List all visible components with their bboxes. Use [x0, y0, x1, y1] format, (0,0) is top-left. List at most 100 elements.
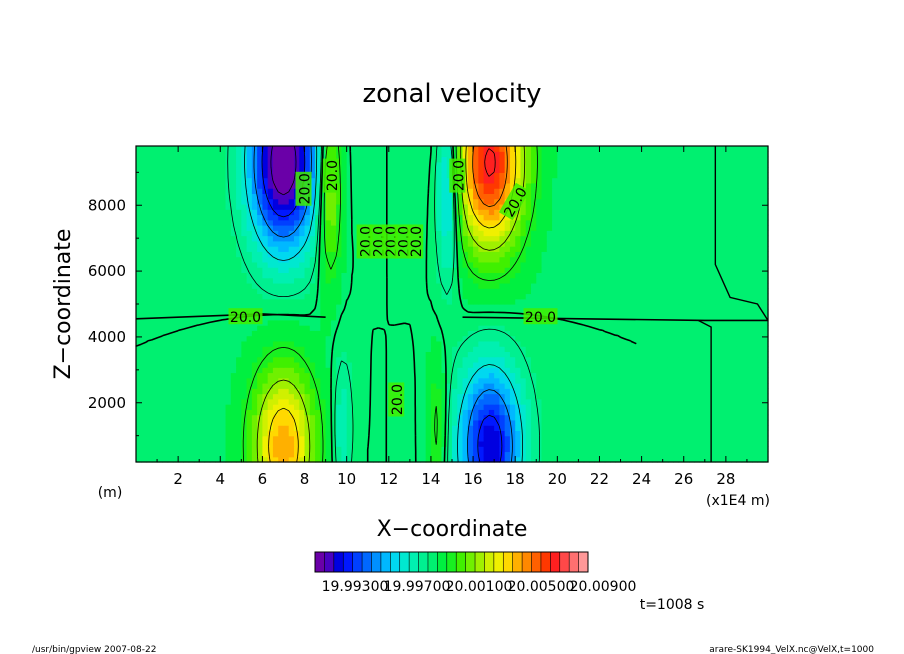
- field-cell: [604, 256, 611, 263]
- field-cell: [473, 246, 479, 252]
- field-cell: [325, 319, 332, 326]
- field-cell: [430, 356, 437, 363]
- field-cell: [193, 335, 200, 342]
- field-cell: [615, 330, 622, 337]
- field-cell: [141, 414, 148, 421]
- field-cell: [562, 340, 569, 347]
- field-cell: [562, 361, 569, 368]
- field-cell: [599, 388, 606, 395]
- field-cell: [488, 304, 495, 310]
- field-cell: [631, 335, 637, 342]
- field-cell: [694, 261, 701, 268]
- field-cell: [720, 446, 727, 453]
- field-cell: [141, 356, 148, 363]
- field-cell: [520, 372, 527, 379]
- field-cell: [151, 288, 158, 295]
- field-cell: [504, 435, 511, 442]
- field-cell: [278, 282, 285, 289]
- field-cell: [562, 282, 569, 289]
- field-cell: [562, 367, 569, 374]
- field-cell: [452, 277, 458, 284]
- field-cell: [425, 256, 432, 263]
- field-cell: [204, 246, 211, 252]
- field-cell: [294, 309, 300, 316]
- field-cell: [425, 451, 432, 458]
- field-cell: [746, 309, 753, 316]
- field-cell: [241, 361, 248, 368]
- field-cell: [599, 351, 606, 358]
- field-cell: [251, 377, 258, 384]
- field-cell: [336, 404, 342, 410]
- field-cell: [546, 425, 553, 431]
- field-cell: [594, 309, 601, 316]
- field-cell: [188, 314, 195, 321]
- field-cell: [736, 456, 743, 463]
- field-cell: [404, 325, 411, 331]
- field-cell: [746, 446, 753, 453]
- field-cell: [162, 335, 169, 342]
- field-cell: [167, 325, 174, 331]
- field-cell: [188, 240, 195, 247]
- field-cell: [509, 319, 516, 326]
- field-cell: [351, 340, 358, 347]
- field-cell: [536, 398, 543, 405]
- field-cell: [515, 361, 522, 368]
- field-cell: [578, 319, 585, 326]
- field-cell: [689, 293, 695, 300]
- field-cell: [678, 372, 685, 379]
- field-cell: [209, 256, 216, 263]
- field-cell: [483, 435, 490, 442]
- field-cell: [467, 293, 474, 300]
- field-cell: [694, 267, 701, 273]
- field-cell: [625, 330, 632, 337]
- field-cell: [588, 288, 595, 295]
- field-cell: [546, 398, 553, 405]
- field-cell: [720, 435, 727, 442]
- field-cell: [567, 398, 574, 405]
- field-cell: [199, 267, 206, 273]
- field-cell: [462, 446, 469, 453]
- field-cell: [225, 340, 232, 347]
- field-cell: [520, 388, 527, 395]
- field-cell: [136, 246, 142, 252]
- field-cell: [725, 398, 732, 405]
- field-cell: [541, 288, 548, 295]
- field-cell: [531, 367, 537, 374]
- field-cell: [610, 456, 616, 463]
- field-cell: [199, 335, 206, 342]
- field-cell: [209, 335, 216, 342]
- field-cell: [362, 367, 369, 374]
- field-cell: [583, 430, 590, 437]
- field-cell: [193, 409, 200, 416]
- field-cell: [299, 367, 306, 374]
- field-cell: [704, 261, 711, 268]
- field-cell: [641, 298, 648, 305]
- field-cell: [320, 361, 327, 368]
- field-cell: [199, 293, 206, 300]
- field-cell: [320, 372, 327, 379]
- field-cell: [262, 298, 269, 305]
- field-cell: [731, 456, 737, 463]
- field-cell: [683, 261, 690, 268]
- field-cell: [215, 246, 221, 252]
- field-cell: [731, 356, 737, 363]
- field-cell: [704, 293, 711, 300]
- field-cell: [657, 388, 664, 395]
- field-cell: [536, 282, 543, 289]
- field-cell: [504, 388, 511, 395]
- field-cell: [652, 377, 658, 384]
- field-cell: [646, 246, 653, 252]
- field-cell: [336, 435, 342, 442]
- field-cell: [689, 277, 695, 284]
- field-cell: [552, 293, 558, 300]
- field-cell: [230, 298, 237, 305]
- field-cell: [610, 282, 616, 289]
- field-cell: [351, 293, 358, 300]
- field-cell: [520, 261, 527, 268]
- field-cell: [504, 367, 511, 374]
- field-cell: [673, 451, 680, 458]
- field-cell: [246, 304, 253, 310]
- field-cell: [662, 409, 669, 416]
- field-cell: [325, 414, 332, 421]
- field-cell: [304, 240, 311, 247]
